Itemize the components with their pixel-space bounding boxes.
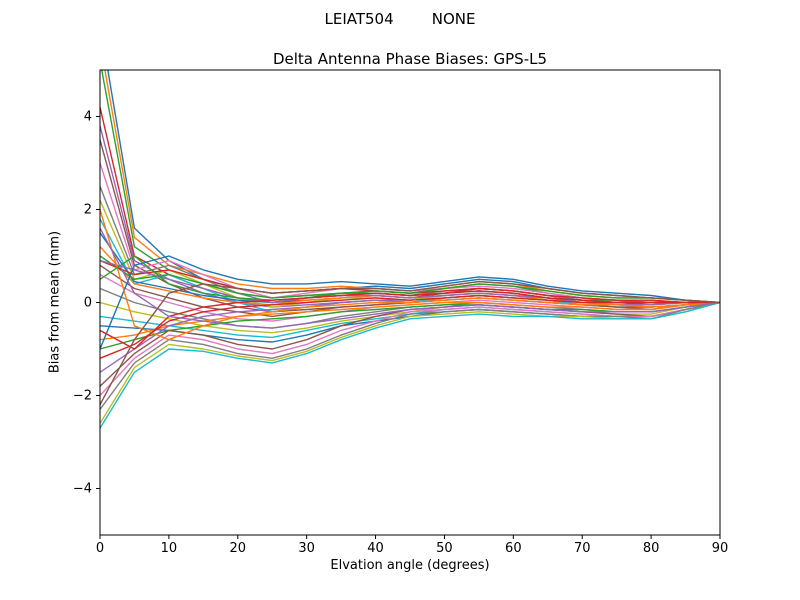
y-tick-label: 4 xyxy=(84,110,92,125)
x-tick-label: 90 xyxy=(712,541,729,556)
x-axis-label: Elvation angle (degrees) xyxy=(330,558,490,573)
x-tick-label: 20 xyxy=(230,541,247,556)
x-tick-label: 10 xyxy=(161,541,178,556)
chart-line xyxy=(100,255,720,304)
chart-line xyxy=(100,232,720,304)
chart-line xyxy=(100,301,720,410)
chart-title: Delta Antenna Phase Biases: GPS-L5 xyxy=(272,50,548,68)
chart-line xyxy=(104,70,720,304)
x-tick-label: 40 xyxy=(367,541,384,556)
x-tick-label: 80 xyxy=(643,541,660,556)
chart-line xyxy=(100,209,720,341)
chart-line xyxy=(100,301,720,429)
figure-suptitle: LEIAT504 NONE xyxy=(324,10,476,28)
y-tick-label: 2 xyxy=(84,203,92,218)
x-tick-label: 30 xyxy=(298,541,315,556)
x-tick-label: 60 xyxy=(505,541,522,556)
chart-line xyxy=(100,280,720,406)
chart-line xyxy=(100,301,720,424)
y-tick-label: −2 xyxy=(73,389,92,404)
y-tick-label: 0 xyxy=(84,296,92,311)
x-tick-label: 50 xyxy=(436,541,453,556)
y-axis-label: Bias from mean (mm) xyxy=(47,230,63,374)
chart-line xyxy=(100,255,720,350)
chart-line xyxy=(100,290,720,350)
chart-line xyxy=(100,227,720,329)
y-tick-label: −4 xyxy=(73,482,92,497)
x-tick-label: 0 xyxy=(96,541,104,556)
x-tick-label: 70 xyxy=(574,541,591,556)
